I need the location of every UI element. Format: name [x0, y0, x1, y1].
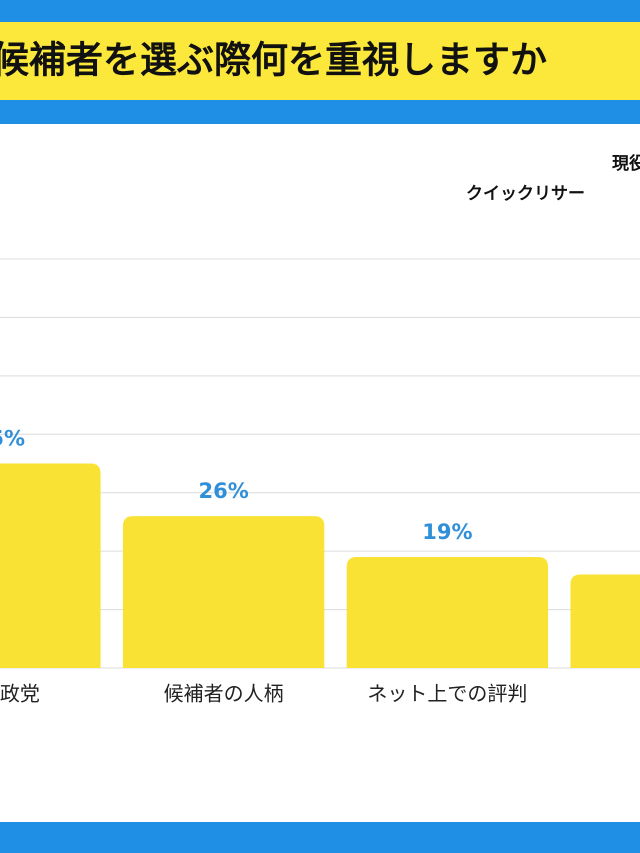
title-band [0, 22, 640, 100]
bar [122, 516, 325, 668]
title-band-bottom [0, 100, 640, 124]
chart-title: 候補者を選ぶ際何を重視しますか [0, 39, 547, 82]
bar [346, 556, 549, 668]
bottom-band [0, 822, 640, 853]
x-tick-label: 候補者の人柄 [164, 682, 284, 706]
value-label: 26% [198, 479, 248, 503]
value-label: 19% [422, 520, 472, 544]
bar [0, 463, 101, 668]
bar [570, 574, 640, 668]
top-band [0, 0, 640, 22]
x-tick-label: ネット上での評判 [367, 682, 527, 706]
subtitle: クイックリサー [466, 184, 585, 204]
value-label: 35% [0, 427, 25, 451]
subtitle: 現役 [612, 153, 640, 174]
x-tick-label: 支持政党 [0, 682, 40, 706]
